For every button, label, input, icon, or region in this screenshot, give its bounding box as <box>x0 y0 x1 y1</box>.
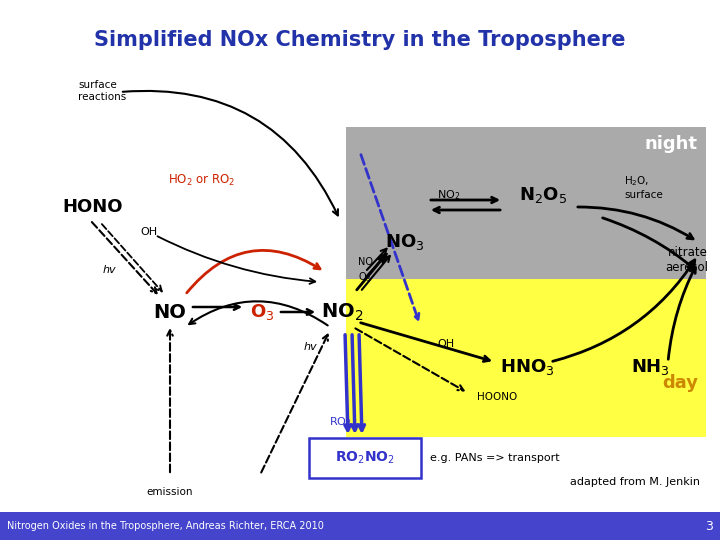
Text: 3: 3 <box>705 519 713 532</box>
Text: adapted from M. Jenkin: adapted from M. Jenkin <box>570 477 700 487</box>
Text: RO$_2$: RO$_2$ <box>328 415 351 429</box>
Text: hv: hv <box>303 342 317 352</box>
Bar <box>346 279 706 437</box>
Text: HONO: HONO <box>62 198 122 216</box>
Text: day: day <box>662 374 698 392</box>
Text: emission: emission <box>147 487 193 497</box>
Text: NO: NO <box>153 302 186 321</box>
Text: NO$_3$: NO$_3$ <box>385 232 425 252</box>
Text: surface
reactions: surface reactions <box>78 80 126 102</box>
Text: HNO$_3$: HNO$_3$ <box>500 357 554 377</box>
Bar <box>346 127 706 437</box>
Text: e.g. PANs => transport: e.g. PANs => transport <box>430 453 559 463</box>
FancyBboxPatch shape <box>309 438 421 478</box>
Text: night: night <box>645 135 698 153</box>
Text: RO$_2$NO$_2$: RO$_2$NO$_2$ <box>335 450 395 466</box>
Text: NO$_2$: NO$_2$ <box>437 188 460 202</box>
Text: N$_2$O$_5$: N$_2$O$_5$ <box>519 185 567 205</box>
Text: HOONO: HOONO <box>477 392 517 402</box>
Text: NH$_3$: NH$_3$ <box>631 357 670 377</box>
Text: NO$_2$: NO$_2$ <box>321 301 363 322</box>
Text: nitrate
aerosol: nitrate aerosol <box>665 246 708 274</box>
Bar <box>0 512 720 540</box>
Text: NO: NO <box>358 257 373 267</box>
Text: OH: OH <box>140 227 157 237</box>
Text: H$_2$O,
surface: H$_2$O, surface <box>624 174 662 200</box>
Text: Nitrogen Oxides in the Troposphere, Andreas Richter, ERCA 2010: Nitrogen Oxides in the Troposphere, Andr… <box>7 521 324 531</box>
Text: O$_3$: O$_3$ <box>358 270 372 284</box>
Text: O$_3$: O$_3$ <box>250 302 274 322</box>
Text: Simplified NOx Chemistry in the Troposphere: Simplified NOx Chemistry in the Troposph… <box>94 30 626 50</box>
Text: HO$_2$ or RO$_2$: HO$_2$ or RO$_2$ <box>168 172 235 187</box>
Text: OH: OH <box>437 339 454 349</box>
Text: hv: hv <box>103 265 117 275</box>
